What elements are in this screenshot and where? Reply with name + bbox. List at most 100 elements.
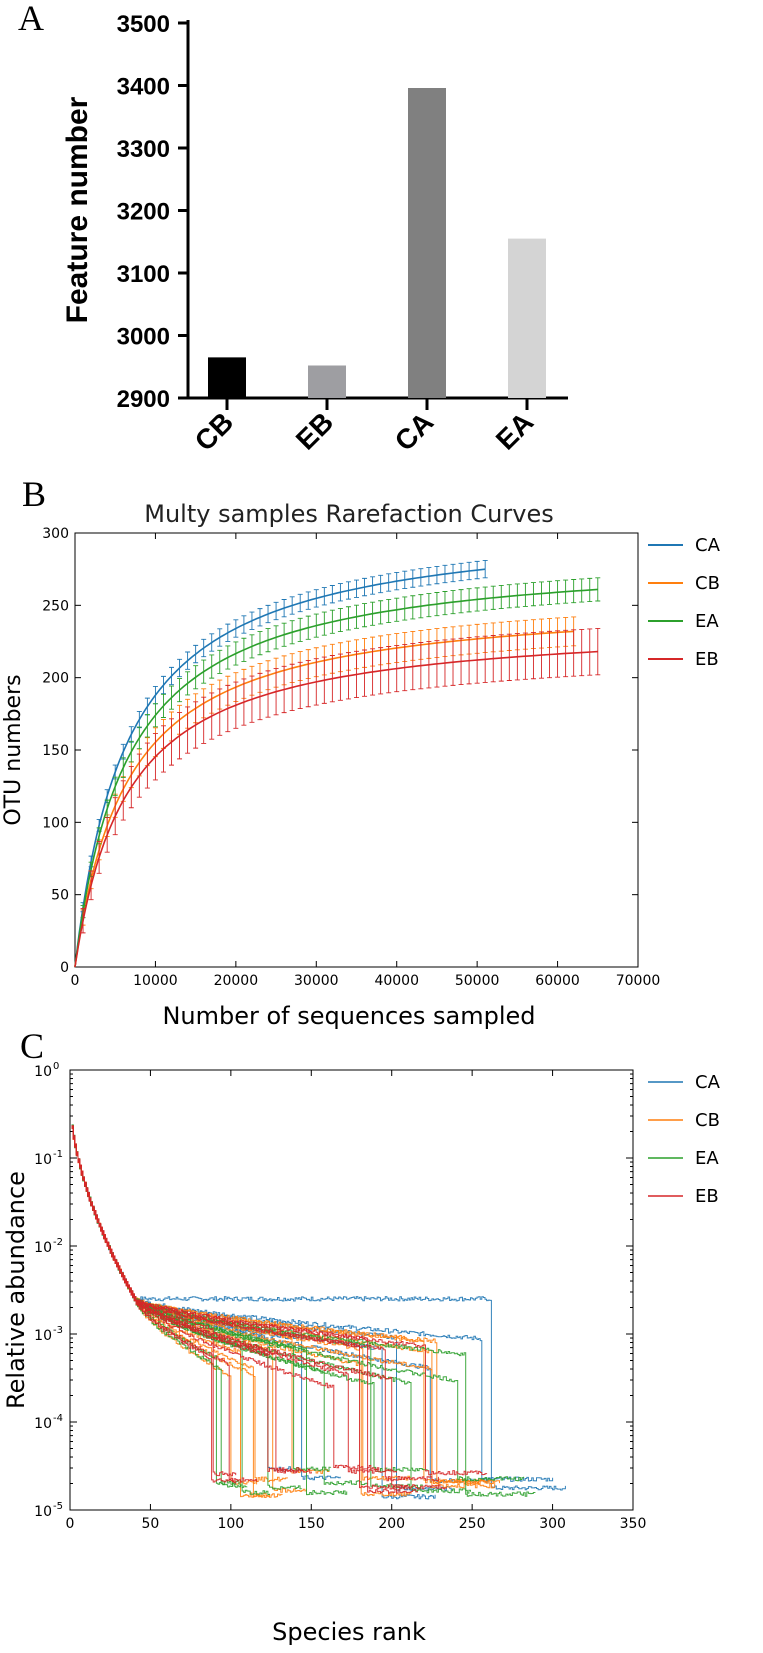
error-bar-eb — [506, 633, 512, 681]
error-bar-eb — [88, 870, 94, 901]
b-legend-label: EB — [695, 649, 719, 670]
a-category-label: EA — [490, 406, 539, 455]
rank-abundance-line-eb — [71, 1127, 237, 1477]
error-bar-eb — [410, 642, 416, 691]
error-bar-eb — [193, 701, 199, 749]
error-bar-ea — [402, 596, 408, 621]
rank-abundance-line-eb — [71, 1127, 258, 1483]
rank-abundance-line-eb — [71, 1125, 303, 1473]
error-bar-eb — [233, 681, 239, 729]
a-y-tick-label: 3400 — [117, 74, 170, 101]
error-bar-eb — [225, 684, 231, 733]
error-bar-ea — [547, 580, 553, 605]
error-bar-ca — [297, 593, 303, 613]
error-bar-eb — [555, 630, 561, 678]
error-bar-eb — [394, 644, 400, 693]
error-bar-ea — [337, 607, 343, 633]
rank-abundance-line-cb — [71, 1126, 412, 1497]
error-bar-ea — [394, 597, 400, 622]
error-bar-eb — [321, 656, 327, 704]
error-bar-eb — [498, 634, 504, 682]
error-bar-ea — [321, 611, 327, 636]
a-y-tick-label: 3100 — [117, 261, 170, 288]
rank-abundance-line-eb — [71, 1125, 418, 1494]
rank-abundance-line-ea — [71, 1124, 348, 1496]
error-bar-ea — [120, 757, 126, 778]
error-bar-ea — [514, 583, 520, 608]
error-bar-ca — [450, 563, 456, 583]
error-bar-eb — [136, 753, 142, 798]
error-bar-ca — [209, 633, 215, 652]
rarefaction-line-ca — [74, 568, 486, 968]
b-y-tick-label: 100 — [42, 815, 69, 831]
error-bar-ea — [185, 671, 191, 696]
error-bar-ca — [257, 608, 263, 627]
error-bar-ea — [193, 665, 199, 690]
a-y-tick-label: 3500 — [117, 11, 170, 38]
error-bar-ea — [579, 578, 585, 603]
rank-abundance-line-eb — [71, 1126, 380, 1470]
error-bar-ca — [249, 611, 255, 630]
error-bar-eb — [434, 640, 440, 688]
error-bar-ea — [450, 590, 456, 615]
bar-ea — [508, 238, 546, 398]
error-bar-ea — [530, 582, 536, 607]
error-bar-eb — [80, 908, 86, 934]
c-y-tick-label: 10 — [34, 1328, 52, 1344]
b-x-tick-label: 20000 — [214, 973, 259, 989]
error-bar-ca — [305, 591, 311, 610]
rank-abundance-line-ea — [71, 1127, 303, 1490]
error-bar-eb — [514, 633, 520, 681]
c-plot-frame — [69, 1069, 634, 1511]
a-y-tick-label: 3200 — [117, 199, 170, 226]
error-bar-ca — [329, 585, 335, 604]
error-bar-ca — [362, 577, 368, 597]
error-bar-ea — [265, 628, 271, 653]
error-bar-eb — [563, 629, 569, 678]
a-category-label: EB — [290, 406, 339, 455]
error-bar-ca — [289, 596, 295, 615]
rarefaction-line-ea — [74, 588, 598, 968]
error-bar-ca — [370, 576, 376, 595]
error-bar-ca — [482, 560, 488, 579]
error-bar-eb — [378, 647, 384, 695]
error-bar-ea — [555, 580, 561, 605]
error-bar-eb — [474, 636, 480, 684]
b-x-tick-label: 30000 — [294, 973, 339, 989]
b-chart-title: Multy samples Rarefaction Curves — [144, 500, 553, 528]
error-bar-ea — [345, 606, 351, 631]
error-bar-ea — [426, 593, 432, 618]
c-x-tick-label: 350 — [620, 1516, 647, 1532]
error-bar-eb — [152, 733, 158, 781]
rank-abundance-line-ca — [71, 1125, 566, 1491]
error-bar-eb — [120, 780, 126, 821]
c-x-tick-label: 300 — [539, 1516, 566, 1532]
error-bar-ea — [241, 637, 247, 662]
error-bar-ea — [498, 585, 504, 610]
error-bar-eb — [96, 841, 102, 874]
b-x-tick-label: 50000 — [455, 973, 500, 989]
error-bar-ea — [370, 601, 376, 626]
error-bar-eb — [458, 637, 464, 686]
b-x-tick-label: 10000 — [133, 973, 178, 989]
error-bar-ca — [458, 562, 464, 582]
c-x-tick-label: 150 — [298, 1516, 325, 1532]
error-bar-ea — [289, 620, 295, 645]
error-bar-ca — [201, 638, 207, 658]
error-bar-ca — [152, 686, 158, 705]
bar-ca — [408, 88, 446, 398]
error-bar-eb — [144, 742, 150, 789]
error-bar-ea — [305, 615, 311, 640]
error-bar-ea — [257, 631, 263, 656]
rank-abundance-line-eb — [71, 1126, 409, 1490]
error-bar-ca — [321, 587, 327, 606]
error-bar-eb — [112, 797, 118, 836]
error-bar-eb — [104, 817, 110, 853]
c-y-tick-exponent: -3 — [53, 1325, 63, 1336]
error-bar-ea — [329, 609, 335, 634]
error-bar-eb — [595, 628, 601, 676]
error-bar-ea — [249, 634, 255, 659]
error-bar-eb — [587, 628, 593, 676]
panel-label-a: A — [18, 0, 44, 38]
error-bar-ca — [410, 569, 416, 588]
